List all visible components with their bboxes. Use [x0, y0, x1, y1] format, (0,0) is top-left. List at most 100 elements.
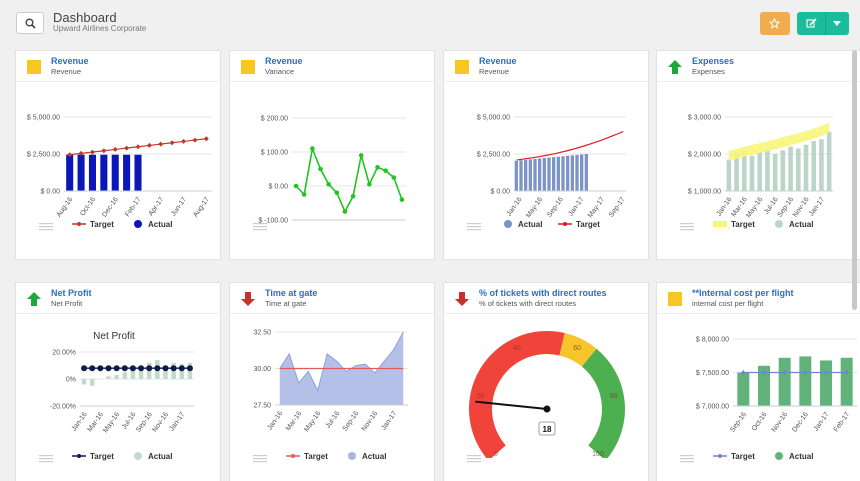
drag-handle-icon[interactable] [680, 223, 694, 231]
bar [100, 154, 108, 191]
chevron-down-icon[interactable] [833, 21, 841, 26]
kpi-card[interactable]: Revenue Revenue $ 5,000.00 $ 2,500.00 $ 0.00… [15, 50, 221, 260]
x-tick-label: Sep-16 [347, 225, 366, 226]
drag-handle-icon[interactable] [467, 223, 481, 231]
x-tick-label: May-16 [102, 411, 121, 434]
drag-handle-icon[interactable] [39, 455, 53, 463]
area-line [279, 331, 404, 392]
drag-handle-icon[interactable] [467, 455, 481, 463]
x-tick-label: Nov-16 [363, 225, 382, 226]
bar [772, 154, 778, 191]
kpi-card[interactable]: Revenue Revenue $ 5,000.00 $ 2,500.00 $ 0.00… [443, 50, 649, 260]
bar [542, 157, 546, 191]
kpi-card[interactable]: **Internal cost per flight internal cost … [656, 282, 860, 481]
data-point [301, 192, 307, 197]
x-tick-label: Apr-17 [148, 196, 166, 217]
card-header: **Internal cost per flight internal cost … [657, 283, 860, 314]
gauge-tick-label: 100 [592, 451, 604, 458]
bar [799, 356, 812, 406]
yellow-square-icon [455, 60, 469, 74]
edit-button[interactable] [797, 12, 849, 35]
square-shape [241, 60, 255, 74]
data-point [843, 369, 850, 376]
legend-item-label: Target [731, 220, 755, 229]
bar [519, 160, 523, 191]
data-point [802, 369, 809, 376]
favorite-button[interactable] [760, 12, 790, 35]
card-title[interactable]: Revenue [479, 56, 517, 66]
card-header: Time at gate Time at gate [230, 283, 434, 314]
data-point [375, 165, 380, 170]
data-point [89, 365, 96, 372]
data-point [310, 146, 315, 151]
card-title[interactable]: Revenue [51, 56, 89, 66]
page-title: Dashboard [53, 10, 117, 25]
legend-swatch-dot [77, 454, 81, 458]
x-tick-label: May-16 [525, 196, 544, 219]
search-button[interactable] [16, 12, 44, 34]
data-point [761, 369, 767, 376]
kpi-card[interactable]: Time at gate Time at gate 32.50 30.00 27.50 J… [229, 282, 435, 481]
x-tick-label: Dec-16 [791, 411, 810, 434]
drag-handle-icon[interactable] [39, 223, 53, 231]
card-title[interactable]: **Internal cost per flight [692, 288, 794, 298]
arrow-down-icon [241, 292, 255, 306]
data-point [383, 168, 388, 173]
data-point [350, 193, 356, 199]
legend-swatch-dot [291, 454, 295, 458]
data-point [740, 369, 747, 376]
bar [788, 146, 793, 191]
bar [749, 155, 755, 191]
drag-line [467, 223, 481, 225]
bar [556, 156, 560, 191]
area-band [728, 122, 830, 161]
data-point [293, 183, 299, 189]
legend-item-label: Target [90, 220, 114, 229]
drag-line [467, 461, 481, 463]
chart-legend: Target Actual [286, 452, 386, 461]
star-icon [769, 18, 780, 29]
kpi-card[interactable]: Expenses Expenses $ 3,000.00 $ 2,000.00 $ 1,… [656, 50, 860, 260]
kpi-card[interactable]: % of tickets with direct routes% of tick… [443, 282, 649, 481]
drag-line [680, 461, 694, 463]
bar [533, 158, 537, 191]
gauge-band [469, 331, 565, 458]
kpi-card[interactable]: Net Profit Net Profit Net Profit 20.00% 0% -2… [15, 282, 221, 481]
card-title[interactable]: Net Profit [51, 288, 92, 298]
card-title[interactable]: Time at gate [265, 288, 318, 298]
legend-swatch-dot [718, 454, 722, 458]
data-point [178, 365, 185, 372]
drag-handle-icon[interactable] [253, 223, 267, 231]
data-point [97, 365, 104, 372]
x-tick-label: Jan-17 [380, 410, 398, 432]
bar [826, 131, 832, 191]
button-divider [825, 12, 826, 35]
card-title[interactable]: Expenses [692, 56, 735, 66]
data-point [158, 141, 164, 147]
data-point [367, 182, 372, 187]
card-title[interactable]: % of tickets with direct routes [479, 288, 607, 298]
edit-icon [806, 18, 817, 28]
card-title[interactable]: Revenue [265, 56, 303, 66]
card-subtitle: Revenue [479, 67, 510, 76]
page-scrollbar[interactable] [852, 50, 857, 310]
legend-swatch-dot [348, 452, 356, 460]
card-subtitle: Expenses [692, 67, 725, 76]
drag-line [467, 455, 481, 457]
chart: 0 20 40 60 80 100 18 [469, 331, 625, 458]
bar [734, 152, 739, 191]
x-tick-label: Nov-16 [151, 411, 170, 434]
drag-handle-icon[interactable] [680, 455, 694, 463]
drag-handle-icon[interactable] [253, 455, 267, 463]
card-subtitle: Revenue [51, 67, 82, 76]
chart-title: Net Profit [93, 331, 135, 342]
kpi-card[interactable]: Revenue Variance $ 200.00 $ 100.00 $ 0.00 $ -… [229, 50, 435, 260]
drag-line [253, 223, 267, 225]
data-point [326, 182, 331, 187]
data-point [170, 365, 177, 372]
gauge-tick-label: 60 [573, 345, 581, 352]
chart: $ 3,000.00$ 2,000.00$ 1,000.00Jan-16Mar-… [688, 115, 833, 219]
x-tick-label: Aug-17 [192, 196, 211, 219]
x-tick-label: Jun-17 [170, 196, 188, 218]
